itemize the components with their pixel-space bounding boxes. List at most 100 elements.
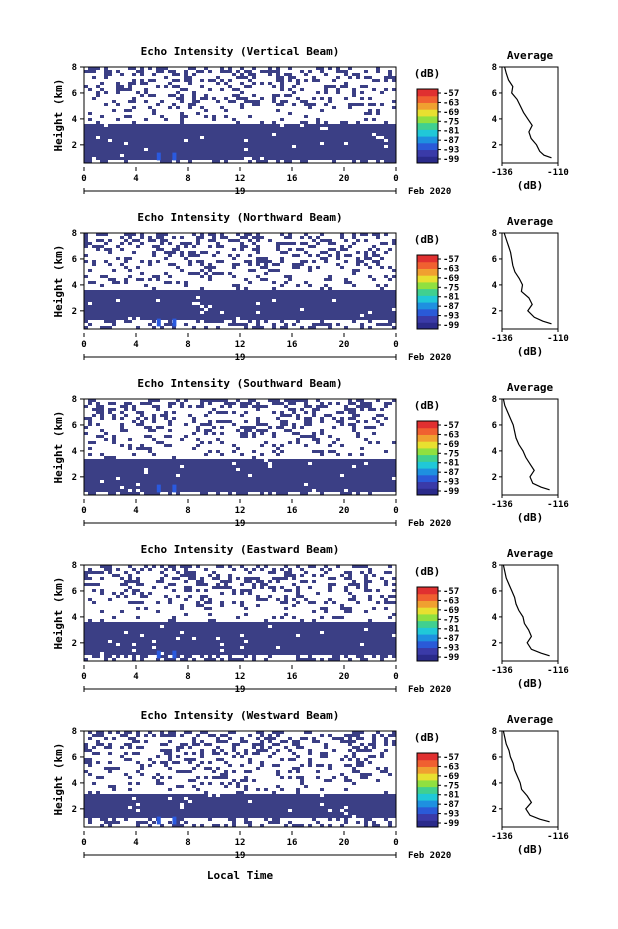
heatmap-cell bbox=[312, 468, 316, 471]
heatmap-cell bbox=[272, 411, 276, 414]
heatmap-cell bbox=[192, 432, 196, 435]
heatmap-cell bbox=[224, 480, 228, 483]
heatmap-cell bbox=[184, 658, 188, 661]
heatmap-cell bbox=[104, 260, 108, 263]
heatmap-cell bbox=[168, 242, 172, 245]
heatmap-cell bbox=[308, 157, 312, 160]
heatmap-cell bbox=[84, 260, 88, 263]
heatmap-cell bbox=[260, 622, 264, 625]
heatmap-cell bbox=[356, 492, 360, 495]
heatmap-cell bbox=[308, 314, 312, 317]
heatmap-cell bbox=[256, 471, 260, 474]
colorbar-segment bbox=[417, 149, 438, 157]
heatmap-cell bbox=[340, 236, 344, 239]
y-tick-label: 8 bbox=[72, 229, 77, 239]
heatmap-cell bbox=[344, 468, 348, 471]
heatmap-cell bbox=[288, 302, 292, 305]
heatmap-cell bbox=[360, 480, 364, 483]
heatmap-cell bbox=[376, 112, 380, 115]
heatmap-cell bbox=[124, 462, 128, 465]
heatmap-cell bbox=[136, 308, 140, 311]
heatmap-cell bbox=[332, 465, 336, 468]
heatmap-cell bbox=[180, 148, 184, 151]
heatmap-cell bbox=[328, 465, 332, 468]
y-tick-label: 2 bbox=[72, 141, 77, 151]
heatmap-cell bbox=[168, 70, 172, 73]
heatmap-cell bbox=[220, 314, 224, 317]
heatmap-cell bbox=[224, 625, 228, 628]
heatmap-cell bbox=[168, 139, 172, 142]
heatmap-cell bbox=[188, 272, 192, 275]
heatmap-cell bbox=[248, 124, 252, 127]
heatmap-cell bbox=[376, 133, 380, 136]
heatmap-cell bbox=[144, 492, 148, 495]
heatmap-cell bbox=[244, 613, 248, 616]
heatmap-cell bbox=[336, 489, 340, 492]
heatmap-cell bbox=[320, 287, 324, 290]
heatmap-cell bbox=[96, 305, 100, 308]
heatmap-cell bbox=[160, 115, 164, 118]
heatmap-cell bbox=[188, 133, 192, 136]
heatmap-cell bbox=[176, 97, 180, 100]
heatmap-cell bbox=[220, 480, 224, 483]
heatmap-cell bbox=[188, 486, 192, 489]
heatmap-cell bbox=[316, 486, 320, 489]
heatmap-cell bbox=[292, 133, 296, 136]
heatmap-cell bbox=[280, 616, 284, 619]
heatmap-cell bbox=[212, 130, 216, 133]
heatmap-cell bbox=[212, 233, 216, 236]
heatmap-cell bbox=[388, 489, 392, 492]
heatmap-cell bbox=[216, 420, 220, 423]
heatmap-cell bbox=[132, 489, 136, 492]
heatmap-cell bbox=[292, 634, 296, 637]
heatmap-cell bbox=[376, 471, 380, 474]
heatmap-cell bbox=[292, 598, 296, 601]
heatmap-cell bbox=[368, 462, 372, 465]
heatmap-cell bbox=[168, 308, 172, 311]
heatmap-cell bbox=[164, 468, 168, 471]
heatmap-cell bbox=[208, 233, 212, 236]
heatmap-cell bbox=[316, 290, 320, 293]
heatmap-cell bbox=[280, 414, 284, 417]
heatmap-cell bbox=[100, 465, 104, 468]
heatmap-cell bbox=[88, 127, 92, 130]
heatmap-cell bbox=[380, 486, 384, 489]
heatmap-cell bbox=[124, 405, 128, 408]
heatmap-cell bbox=[356, 136, 360, 139]
heatmap-cell bbox=[336, 305, 340, 308]
heatmap-cell bbox=[244, 136, 248, 139]
heatmap-cell bbox=[372, 480, 376, 483]
heatmap-cell bbox=[144, 118, 148, 121]
heatmap-cell bbox=[180, 604, 184, 607]
heatmap-cell bbox=[212, 79, 216, 82]
heatmap-cell bbox=[340, 296, 344, 299]
heatmap-cell bbox=[104, 314, 108, 317]
heatmap-cell bbox=[284, 637, 288, 640]
heatmap-cell bbox=[140, 640, 144, 643]
heatmap-cell bbox=[168, 311, 172, 314]
heatmap-cell bbox=[364, 136, 368, 139]
heatmap-cell bbox=[176, 91, 180, 94]
heatmap-cell bbox=[232, 568, 236, 571]
heatmap-cell bbox=[120, 73, 124, 76]
heatmap-cell bbox=[192, 640, 196, 643]
heatmap-cell bbox=[280, 492, 284, 495]
heatmap-cell bbox=[300, 646, 304, 649]
heatmap-cell bbox=[148, 139, 152, 142]
heatmap-cell bbox=[88, 483, 92, 486]
heatmap-cell bbox=[356, 462, 360, 465]
heatmap-cell bbox=[164, 489, 168, 492]
heatmap-cell bbox=[180, 142, 184, 145]
heatmap-cell bbox=[268, 299, 272, 302]
heatmap-cell bbox=[336, 76, 340, 79]
heatmap-cell bbox=[104, 486, 108, 489]
heatmap-cell bbox=[192, 157, 196, 160]
heatmap-cell bbox=[336, 453, 340, 456]
heatmap-cell bbox=[384, 471, 388, 474]
heatmap-cell bbox=[188, 405, 192, 408]
heatmap-cell bbox=[312, 414, 316, 417]
heatmap-cell bbox=[340, 311, 344, 314]
heatmap-cell bbox=[280, 82, 284, 85]
colorbar-segment bbox=[417, 255, 438, 263]
heatmap-cell bbox=[280, 649, 284, 652]
